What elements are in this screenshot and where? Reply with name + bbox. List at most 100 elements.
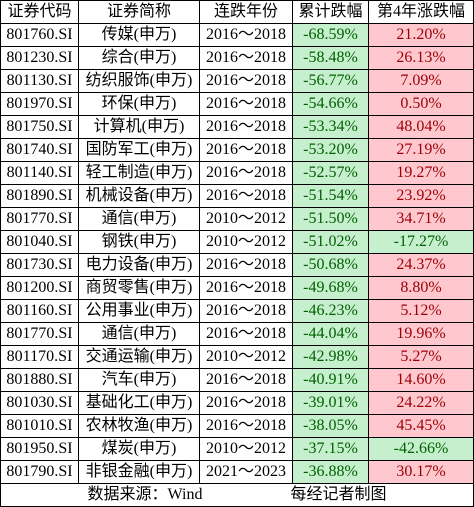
header-name: 证券简称 xyxy=(79,1,200,24)
cell-year4-change: 21.20% xyxy=(369,24,474,47)
cell-code: 801730.SI xyxy=(1,254,79,277)
cell-decline-years: 2010～2012 xyxy=(200,231,293,254)
cell-name: 电力设备(申万) xyxy=(79,254,200,277)
cell-name: 综合(申万) xyxy=(79,47,200,70)
cell-name: 基础化工(申万) xyxy=(79,392,200,415)
cell-code: 801130.SI xyxy=(1,70,79,93)
cell-decline-years: 2016～2018 xyxy=(200,254,293,277)
cell-name: 汽车(申万) xyxy=(79,369,200,392)
cell-cumulative-decline: -39.01% xyxy=(293,392,369,415)
cell-cumulative-decline: -58.48% xyxy=(293,47,369,70)
cell-code: 801970.SI xyxy=(1,93,79,116)
cell-code: 801880.SI xyxy=(1,369,79,392)
cell-code: 801770.SI xyxy=(1,323,79,346)
cell-code: 801140.SI xyxy=(1,162,79,185)
cell-code: 801760.SI xyxy=(1,24,79,47)
cell-name: 机械设备(申万) xyxy=(79,185,200,208)
cell-cumulative-decline: -42.98% xyxy=(293,346,369,369)
cell-code: 801160.SI xyxy=(1,300,79,323)
cell-decline-years: 2010～2012 xyxy=(200,438,293,461)
cell-cumulative-decline: -51.50% xyxy=(293,208,369,231)
cell-year4-change: -17.27% xyxy=(369,231,474,254)
cell-name: 国防军工(申万) xyxy=(79,139,200,162)
header-cumulative-decline: 累计跌幅 xyxy=(293,1,369,24)
cell-decline-years: 2021～2023 xyxy=(200,461,293,484)
cell-cumulative-decline: -68.59% xyxy=(293,24,369,47)
cell-cumulative-decline: -38.05% xyxy=(293,415,369,438)
cell-code: 801950.SI xyxy=(1,438,79,461)
cell-cumulative-decline: -51.54% xyxy=(293,185,369,208)
cell-decline-years: 2016～2018 xyxy=(200,139,293,162)
cell-decline-years: 2010～2012 xyxy=(200,346,293,369)
cell-name: 公用事业(申万) xyxy=(79,300,200,323)
cell-code: 801740.SI xyxy=(1,139,79,162)
cell-decline-years: 2016～2018 xyxy=(200,185,293,208)
cell-year4-change: 19.96% xyxy=(369,323,474,346)
cell-decline-years: 2016～2018 xyxy=(200,300,293,323)
cell-name: 商贸零售(申万) xyxy=(79,277,200,300)
cell-cumulative-decline: -46.23% xyxy=(293,300,369,323)
header-decline-years: 连跌年份 xyxy=(200,1,293,24)
cell-name: 环保(申万) xyxy=(79,93,200,116)
cell-decline-years: 2016～2018 xyxy=(200,70,293,93)
cell-code: 801750.SI xyxy=(1,116,79,139)
cell-year4-change: 7.09% xyxy=(369,70,474,93)
cell-cumulative-decline: -53.34% xyxy=(293,116,369,139)
cell-year4-change: 27.19% xyxy=(369,139,474,162)
cell-year4-change: 14.60% xyxy=(369,369,474,392)
cell-cumulative-decline: -44.04% xyxy=(293,323,369,346)
cell-decline-years: 2016～2018 xyxy=(200,277,293,300)
cell-name: 非银金融(申万) xyxy=(79,461,200,484)
cell-cumulative-decline: -50.68% xyxy=(293,254,369,277)
cell-decline-years: 2016～2018 xyxy=(200,24,293,47)
cell-decline-years: 2010～2012 xyxy=(200,208,293,231)
cell-decline-years: 2016～2018 xyxy=(200,47,293,70)
cell-cumulative-decline: -40.91% xyxy=(293,369,369,392)
cell-code: 801030.SI xyxy=(1,392,79,415)
cell-cumulative-decline: -36.88% xyxy=(293,461,369,484)
cell-decline-years: 2016～2018 xyxy=(200,369,293,392)
cell-decline-years: 2016～2018 xyxy=(200,162,293,185)
cell-cumulative-decline: -37.15% xyxy=(293,438,369,461)
cell-code: 801040.SI xyxy=(1,231,79,254)
cell-name: 农林牧渔(申万) xyxy=(79,415,200,438)
cell-year4-change: 34.71% xyxy=(369,208,474,231)
cell-name: 煤炭(申万) xyxy=(79,438,200,461)
cell-year4-change: 48.04% xyxy=(369,116,474,139)
cell-year4-change: 26.13% xyxy=(369,47,474,70)
cell-decline-years: 2016～2018 xyxy=(200,392,293,415)
cell-year4-change: 0.50% xyxy=(369,93,474,116)
cell-year4-change: 24.22% xyxy=(369,392,474,415)
cell-code: 801770.SI xyxy=(1,208,79,231)
cell-year4-change: 24.37% xyxy=(369,254,474,277)
cell-name: 轻工制造(申万) xyxy=(79,162,200,185)
cell-year4-change: 45.45% xyxy=(369,415,474,438)
cell-decline-years: 2016～2018 xyxy=(200,93,293,116)
cell-code: 801230.SI xyxy=(1,47,79,70)
cell-year4-change: 19.27% xyxy=(369,162,474,185)
cell-name: 交通运输(申万) xyxy=(79,346,200,369)
data-source-note: 数据来源：Wind xyxy=(87,486,203,503)
cell-code: 801200.SI xyxy=(1,277,79,300)
cell-name: 纺织服饰(申万) xyxy=(79,70,200,93)
cell-name: 钢铁(申万) xyxy=(79,231,200,254)
cell-cumulative-decline: -54.66% xyxy=(293,93,369,116)
cell-cumulative-decline: -49.68% xyxy=(293,277,369,300)
cell-code: 801170.SI xyxy=(1,346,79,369)
cell-name: 通信(申万) xyxy=(79,208,200,231)
cell-cumulative-decline: -52.57% xyxy=(293,162,369,185)
cell-code: 801790.SI xyxy=(1,461,79,484)
cell-cumulative-decline: -56.77% xyxy=(293,70,369,93)
cell-name: 计算机(申万) xyxy=(79,116,200,139)
cell-cumulative-decline: -53.20% xyxy=(293,139,369,162)
cell-decline-years: 2016～2018 xyxy=(200,415,293,438)
cell-decline-years: 2016～2018 xyxy=(200,323,293,346)
cell-code: 801010.SI xyxy=(1,415,79,438)
cell-year4-change: 30.17% xyxy=(369,461,474,484)
cell-name: 传媒(申万) xyxy=(79,24,200,47)
cell-cumulative-decline: -51.02% xyxy=(293,231,369,254)
cell-year4-change: 8.80% xyxy=(369,277,474,300)
cell-year4-change: 5.12% xyxy=(369,300,474,323)
cell-year4-change: -42.66% xyxy=(369,438,474,461)
